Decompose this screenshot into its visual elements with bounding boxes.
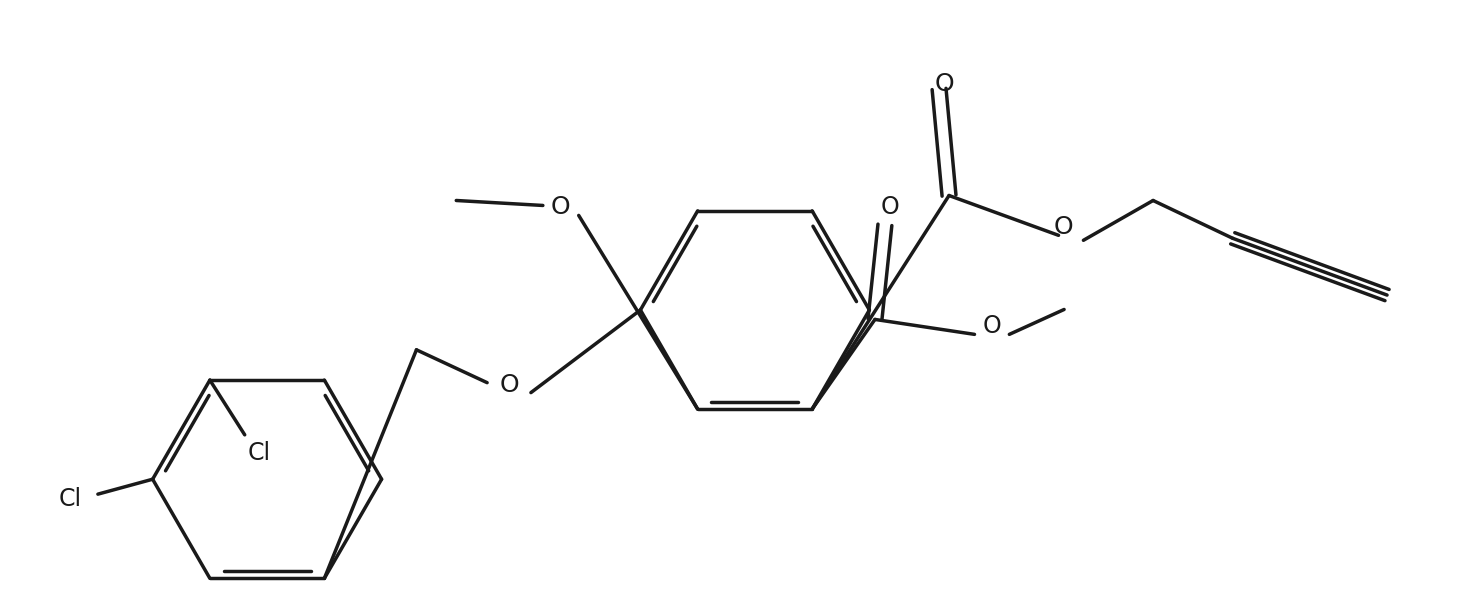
Text: Cl: Cl	[59, 487, 82, 511]
Text: O: O	[1054, 215, 1073, 239]
Text: O: O	[984, 314, 1001, 338]
Text: O: O	[881, 195, 900, 219]
Text: O: O	[934, 72, 954, 96]
Text: O: O	[550, 196, 571, 220]
Text: Cl: Cl	[248, 441, 272, 465]
Text: O: O	[499, 373, 518, 397]
